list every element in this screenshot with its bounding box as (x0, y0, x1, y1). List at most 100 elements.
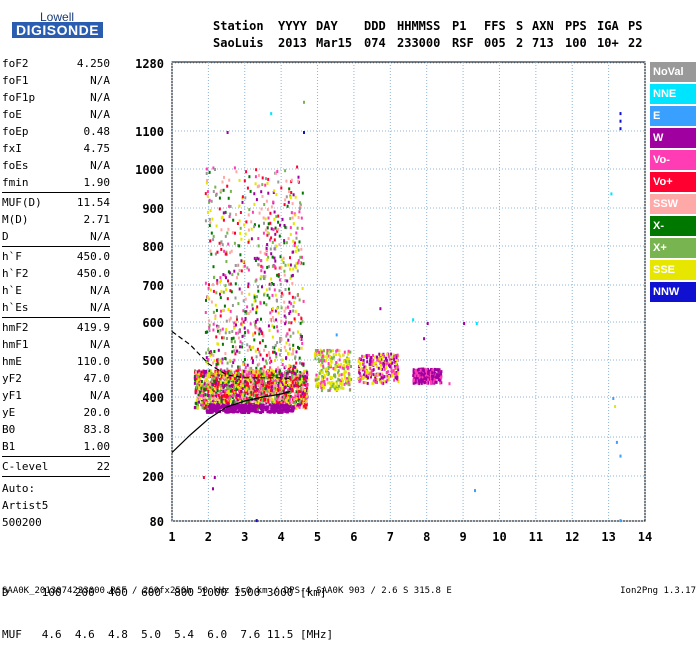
echo-point (305, 392, 308, 396)
echo-point (337, 373, 340, 377)
echo-point (234, 381, 237, 385)
echo-point (245, 390, 248, 394)
echo-point (263, 270, 266, 274)
echo-point (412, 371, 415, 375)
echo-point (247, 240, 250, 244)
echo-point (615, 440, 618, 444)
echo-point (283, 309, 286, 313)
echo-point (382, 361, 385, 365)
echo-point (273, 210, 276, 214)
echo-point (274, 247, 277, 251)
echo-point (414, 374, 417, 378)
echo-point (360, 367, 363, 371)
echo-point (290, 302, 293, 306)
echo-point (213, 392, 216, 396)
echo-point (288, 385, 291, 389)
echo-point (268, 353, 271, 357)
echo-point (282, 390, 285, 394)
echo-point (380, 357, 383, 361)
echo-point (221, 327, 224, 331)
echo-point (253, 371, 256, 375)
echo-point (248, 345, 251, 349)
echo-point (239, 226, 242, 230)
echo-point (274, 405, 277, 409)
param-label: M(D) (2, 213, 29, 226)
echo-point (285, 241, 288, 245)
echo-point (296, 269, 299, 273)
echo-point (281, 395, 284, 399)
echo-point (275, 374, 278, 378)
param-label: foF2 (2, 57, 29, 70)
echo-point (214, 303, 217, 307)
echo-point (314, 349, 317, 352)
echo-point (226, 184, 229, 188)
echo-point (297, 387, 300, 391)
echo-point (246, 384, 249, 387)
echo-point (619, 127, 622, 131)
echo-point (343, 375, 346, 379)
echo-point (226, 231, 229, 235)
echo-point (199, 377, 202, 381)
echo-point (342, 386, 345, 390)
echo-point (224, 405, 228, 409)
echo-point (265, 376, 268, 380)
echo-point (297, 345, 299, 349)
echo-point (320, 368, 323, 372)
echo-point (342, 379, 345, 383)
echo-point (294, 195, 297, 199)
auto-code: 500200 (2, 516, 42, 529)
echo-point (281, 258, 284, 262)
echo-point (261, 265, 264, 269)
echo-point (239, 345, 241, 349)
echo-point (287, 388, 290, 392)
echo-point (301, 226, 304, 230)
echo-point (263, 398, 266, 401)
echo-point (219, 328, 222, 332)
echo-point (249, 322, 252, 326)
echo-point (282, 378, 284, 382)
autoscaling-info: Auto: Artist5 500200 (2, 480, 48, 531)
echo-point (279, 223, 281, 227)
echo-point (296, 293, 299, 296)
echo-point (301, 191, 304, 195)
echo-point (285, 381, 287, 384)
echo-point (208, 405, 212, 409)
header-row2-2: Mar15 (316, 36, 353, 50)
echo-point (271, 264, 274, 268)
echo-point (269, 211, 272, 215)
echo-point (283, 269, 286, 273)
echo-point (372, 379, 375, 383)
echo-point (259, 327, 262, 331)
echo-point (289, 408, 293, 412)
echo-point (214, 379, 217, 383)
echo-point (343, 350, 346, 354)
echo-point (347, 357, 350, 361)
param-value: 83.8 (83, 423, 111, 436)
echo-point (242, 320, 245, 324)
echo-point (221, 336, 223, 340)
echo-point (213, 476, 216, 479)
echo-point (296, 387, 298, 391)
echo-point (239, 407, 243, 411)
echo-point (378, 352, 381, 356)
echo-point (255, 168, 258, 172)
echo-point (332, 366, 335, 370)
echo-point (218, 331, 221, 335)
echo-point (298, 207, 301, 211)
echo-point (610, 192, 613, 196)
echo-point (302, 390, 305, 394)
echo-point (338, 352, 341, 356)
echo-point (265, 303, 268, 307)
echo-point (264, 344, 267, 348)
echo-point (304, 377, 307, 381)
echo-point (385, 371, 388, 374)
param-value: N/A (90, 74, 110, 87)
echo-point (285, 334, 288, 338)
echo-point (262, 394, 265, 398)
echo-point (219, 276, 222, 280)
echo-point (244, 401, 247, 405)
echo-point (209, 350, 212, 354)
echo-point (385, 366, 388, 370)
echo-point (238, 389, 240, 392)
echo-point (258, 184, 261, 188)
